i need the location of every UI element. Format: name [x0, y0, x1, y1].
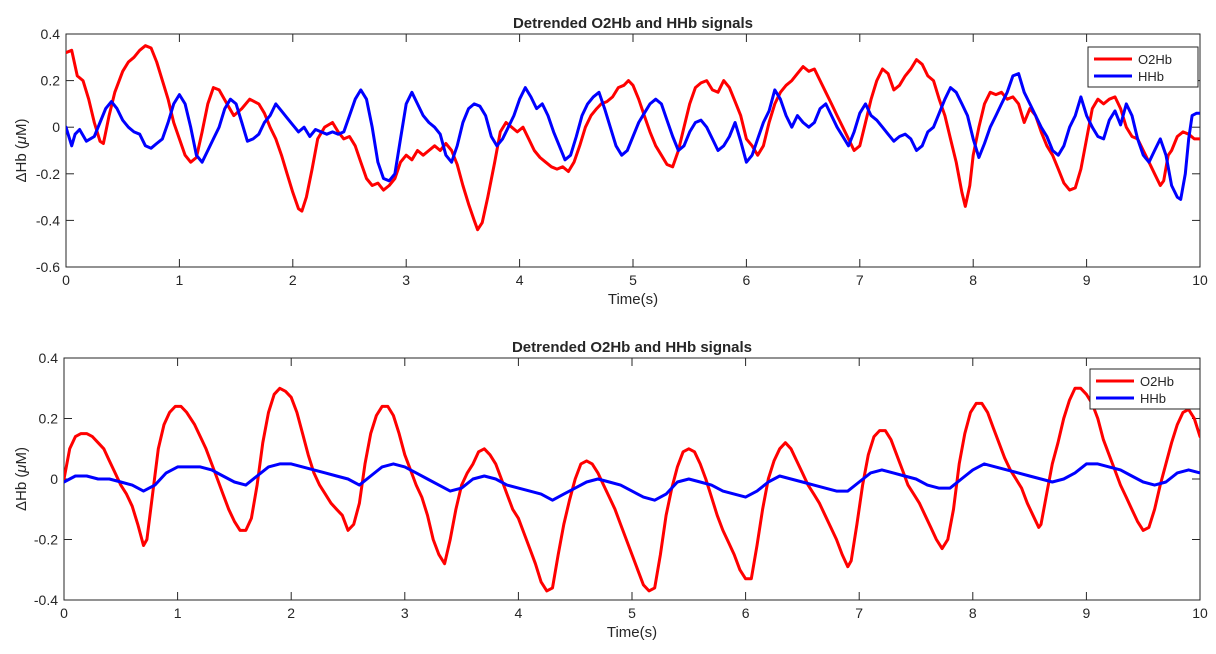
y-axis-label: ΔHb (μM): [13, 447, 30, 511]
x-tick-label: 0: [60, 605, 68, 621]
x-tick-label: 9: [1083, 272, 1091, 288]
x-tick-label: 3: [402, 272, 410, 288]
bottom-chart-panel: Detrended O2Hb and HHb signals 0 1 2 3 4 5 6 7 8 9…: [13, 339, 1208, 641]
x-tick-label: 4: [516, 272, 524, 288]
series-line-o2hb: [64, 386, 1200, 593]
y-tick-label: -0.2: [34, 532, 58, 548]
x-axis-label: Time(s): [608, 291, 658, 308]
legend-label: O2Hb: [1138, 52, 1172, 67]
x-tick-label: 6: [743, 272, 751, 288]
y-tick-label: -0.6: [36, 259, 60, 275]
x-tick-label: 10: [1192, 272, 1208, 288]
y-tick-label: 0.2: [41, 73, 61, 89]
chart-title: Detrended O2Hb and HHb signals: [512, 339, 752, 356]
x-tick-label: 7: [855, 605, 863, 621]
legend-box: [1089, 368, 1201, 410]
x-tick-label: 2: [287, 605, 295, 621]
x-tick-label: 0: [62, 272, 70, 288]
x-tick-label: 1: [174, 605, 182, 621]
legend-box: [1087, 46, 1199, 88]
y-axis-label: ΔHb (μM): [13, 118, 30, 182]
series-line-hhb: [64, 462, 1200, 502]
chart-title: Detrended O2Hb and HHb signals: [513, 15, 753, 32]
y-axis-label-prefix: ΔHb (: [13, 473, 30, 511]
y-axis-label-prefix: ΔHb (: [13, 144, 30, 182]
legend: O2Hb HHb: [1089, 368, 1201, 410]
y-axis-label-suffix: M): [13, 447, 30, 465]
legend-label: HHb: [1138, 69, 1164, 84]
x-tick-label: 10: [1192, 605, 1208, 621]
x-tick-label: 5: [629, 272, 637, 288]
x-tick-label: 9: [1083, 605, 1091, 621]
y-tick-label: -0.2: [36, 166, 60, 182]
y-axis-label-unit: μ: [13, 464, 30, 473]
y-tick-label: -0.4: [36, 212, 60, 228]
legend: O2Hb HHb: [1087, 46, 1199, 88]
y-tick-label: 0.2: [39, 411, 59, 427]
y-tick-label: 0.4: [41, 26, 61, 42]
plot-area: [63, 357, 1201, 601]
x-tick-label: 8: [969, 605, 977, 621]
y-tick-label: 0: [52, 119, 60, 135]
y-tick-label: -0.4: [34, 592, 58, 608]
y-axis-label-suffix: M): [13, 118, 30, 136]
x-tick-label: 5: [628, 605, 636, 621]
y-axis-label-unit: μ: [13, 136, 30, 145]
x-tick-label: 3: [401, 605, 409, 621]
x-tick-label: 6: [742, 605, 750, 621]
legend-label: HHb: [1140, 391, 1166, 406]
x-tick-label: 2: [289, 272, 297, 288]
x-tick-label: 1: [176, 272, 184, 288]
x-tick-label: 7: [856, 272, 864, 288]
x-tick-label: 4: [515, 605, 523, 621]
x-tick-label: 8: [969, 272, 977, 288]
top-chart-panel: Detrended O2Hb and HHb signals 0 1 2 3 4 5 6 7 8 9…: [13, 15, 1208, 308]
x-axis-label: Time(s): [607, 624, 657, 641]
y-tick-label: 0: [50, 471, 58, 487]
plot-area: [65, 33, 1201, 268]
series-line-hhb: [66, 72, 1200, 201]
legend-label: O2Hb: [1140, 374, 1174, 389]
y-tick-label: 0.4: [39, 350, 59, 366]
